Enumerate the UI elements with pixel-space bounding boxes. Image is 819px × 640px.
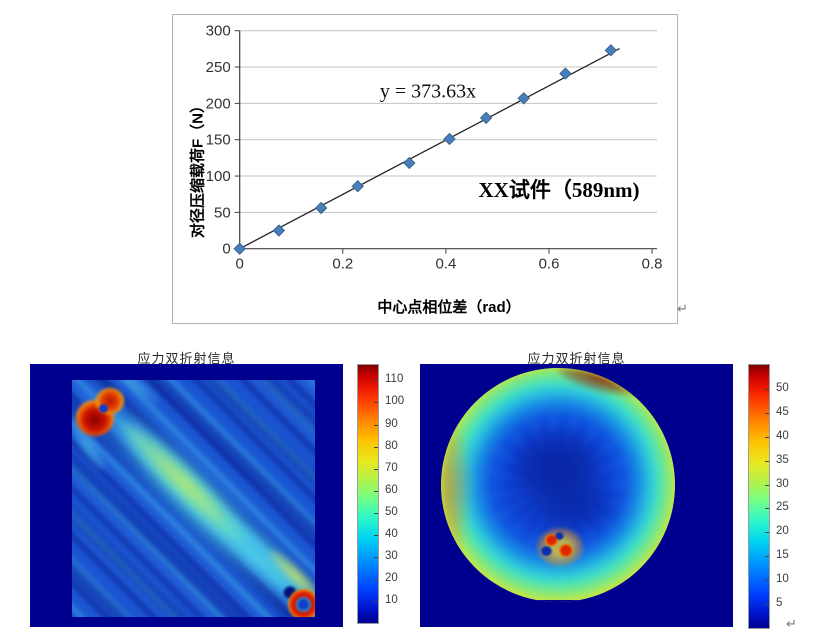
colorbar-right xyxy=(748,364,770,629)
colorbar-tick-label: 50 xyxy=(776,381,789,394)
x-tick-label: 0.4 xyxy=(435,256,456,273)
colorbar-tick-mark xyxy=(374,512,378,514)
heatmap-right-disk xyxy=(441,368,675,602)
data-point-marker xyxy=(443,132,456,146)
colorbar-tick-label: 100 xyxy=(385,395,405,408)
data-point-marker xyxy=(479,111,493,125)
colorbar-tick-mark xyxy=(374,402,378,404)
scatter-chart-panel: 0 50 100 150 200 250 300 0 0.2 0.4 0.6 0.8 y = 373.… xyxy=(172,14,678,324)
defect-navy-dot-2 xyxy=(555,532,564,540)
x-tick-label: 0.2 xyxy=(332,256,353,273)
colorbar-tick-label: 45 xyxy=(776,405,789,418)
disk-flat-bottom-cut xyxy=(501,600,621,602)
x-axis-title: 中心点相位差（rad） xyxy=(377,299,521,316)
data-point-marker xyxy=(403,156,416,170)
colorbar-tick-label: 50 xyxy=(385,505,398,518)
x-tick-label: 0 xyxy=(236,256,244,273)
x-tick-label: 0.8 xyxy=(642,256,663,273)
data-point-marker xyxy=(314,201,328,215)
colorbar-tick-label: 40 xyxy=(776,429,789,442)
colorbar-tick-label: 15 xyxy=(776,549,789,562)
colorbar-tick-label: 40 xyxy=(385,527,398,540)
trendline xyxy=(239,48,620,250)
colorbar-tick-mark xyxy=(765,532,769,534)
center-dark-blotch-2 xyxy=(541,480,617,534)
defect-navy-dot-1 xyxy=(541,546,552,556)
y-tick-label: 250 xyxy=(206,59,231,76)
colorbar-tick-label: 10 xyxy=(776,573,789,586)
paragraph-return-mark-bottom: ↵ xyxy=(786,616,797,631)
colorbar-tick-mark xyxy=(765,508,769,510)
colorbar-tick-label: 35 xyxy=(776,453,789,466)
colorbar-tick-mark xyxy=(374,490,378,492)
colorbar-tick-mark xyxy=(765,484,769,486)
scatter-plot: 0 50 100 150 200 250 300 0 0.2 0.4 0.6 0.8 xyxy=(206,23,663,273)
colorbar-tick-mark xyxy=(374,380,378,382)
colorbar-tick-label: 5 xyxy=(776,597,783,610)
y-axis-title: 对径压缩载荷F（N） xyxy=(189,98,207,238)
colorbar-tick-mark xyxy=(765,436,769,438)
colorbar-tick-mark xyxy=(765,580,769,582)
heatmap-right-panel xyxy=(420,364,733,627)
colorbar-left-labels: 110 100 90 80 70 60 50 40 30 20 10 xyxy=(381,364,415,622)
y-tick-label: 0 xyxy=(222,241,230,258)
colorbar-tick-label: 70 xyxy=(385,461,398,474)
colorbar-tick-label: 30 xyxy=(385,549,398,562)
y-tick-label: 300 xyxy=(206,23,231,40)
colorbar-tick-mark xyxy=(765,604,769,606)
y-tick-label: 50 xyxy=(214,204,231,221)
colorbar-tick-mark xyxy=(374,446,378,448)
data-point-marker xyxy=(351,179,364,193)
data-point-marker xyxy=(517,92,530,105)
colorbar-tick-label: 60 xyxy=(385,483,398,496)
data-point-marker xyxy=(559,67,572,80)
defect-red-dot-2 xyxy=(559,544,573,557)
colorbar-left xyxy=(357,364,379,624)
heatmap-left-sample xyxy=(72,380,315,617)
colorbar-tick-mark xyxy=(374,578,378,580)
colorbar-tick-mark xyxy=(765,556,769,558)
colorbar-tick-label: 25 xyxy=(776,501,789,514)
heatmap-left-title: 应力双折射信息 xyxy=(137,351,236,366)
colorbar-tick-label: 20 xyxy=(776,525,789,538)
heatmap-right-title: 应力双折射信息 xyxy=(527,351,626,366)
colorbar-tick-mark xyxy=(374,424,378,426)
left-rim-orange-boost xyxy=(441,428,469,548)
colorbar-tick-label: 110 xyxy=(385,373,404,386)
blob-blue-gap-dot xyxy=(99,404,108,413)
colorbar-tick-label: 10 xyxy=(385,593,398,606)
heatmap-left-panel xyxy=(30,364,343,627)
colorbar-tick-label: 80 xyxy=(385,439,398,452)
y-tick-label: 100 xyxy=(206,168,231,185)
y-tick-label: 150 xyxy=(206,132,231,149)
data-point-marker xyxy=(272,224,286,237)
colorbar-tick-mark xyxy=(374,600,378,602)
colorbar-tick-label: 30 xyxy=(776,477,789,490)
x-tick-label: 0.6 xyxy=(539,256,560,273)
colorbar-tick-label: 90 xyxy=(385,417,398,430)
colorbar-tick-mark xyxy=(374,556,378,558)
colorbar-tick-mark xyxy=(374,468,378,470)
colorbar-tick-mark xyxy=(765,460,769,462)
data-point-marker xyxy=(233,242,246,255)
colorbar-tick-mark xyxy=(765,412,769,414)
colorbar-tick-mark xyxy=(374,534,378,536)
defect-red-dot-1 xyxy=(545,534,558,546)
y-tick-label: 200 xyxy=(206,95,231,112)
colorbar-right-labels: 50 45 40 35 30 25 20 15 10 5 xyxy=(772,364,806,627)
disk-bright-edge xyxy=(441,368,675,602)
paragraph-return-mark: ↵ xyxy=(677,301,688,316)
colorbar-tick-mark xyxy=(765,388,769,390)
colorbar-tick-label: 20 xyxy=(385,571,398,584)
defect-ring xyxy=(288,589,315,617)
specimen-annotation-label: XX试件（589nm) xyxy=(478,178,640,202)
data-point-marker xyxy=(604,44,618,57)
trendline-equation-label: y = 373.63x xyxy=(379,80,477,103)
